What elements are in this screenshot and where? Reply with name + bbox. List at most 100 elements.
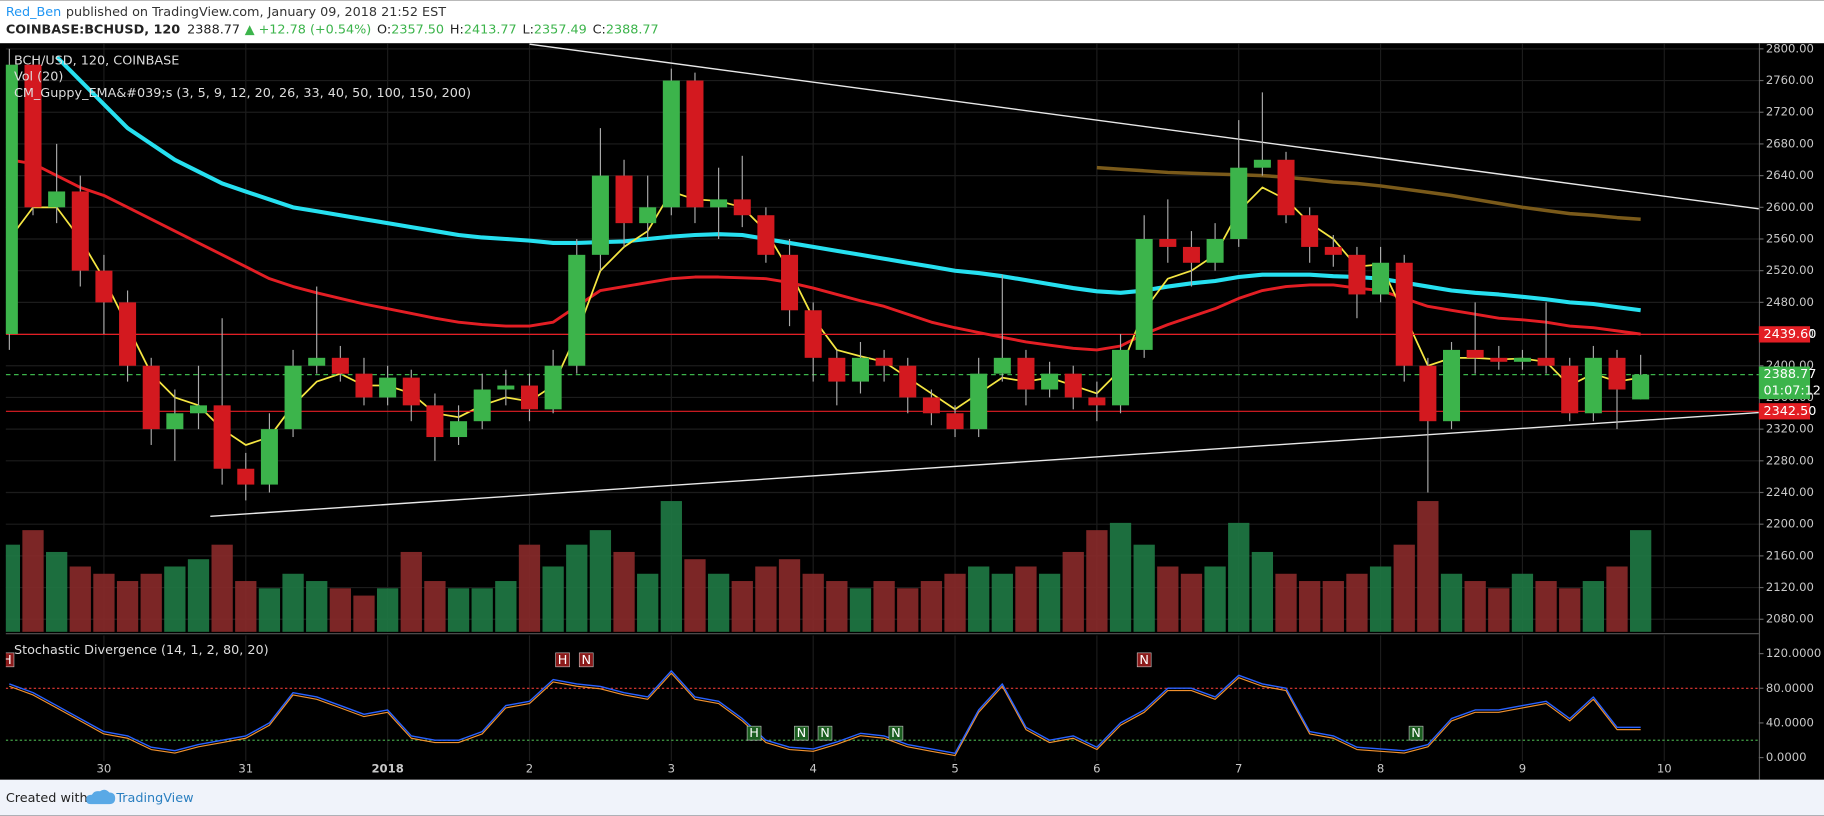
ema-line: [9, 158, 1641, 352]
divergence-marker: [555, 652, 570, 668]
y-tick-label: 40.0000: [1766, 715, 1814, 729]
divergence-marker-label: N: [1139, 653, 1149, 668]
candle-body: [757, 215, 775, 255]
divergence-marker: [794, 725, 809, 741]
divergence-marker: [578, 652, 594, 668]
candle-body: [426, 405, 444, 438]
y-tick-label: 2120.00: [1766, 580, 1814, 594]
volume-bar: [1157, 566, 1179, 632]
volume-bar: [116, 581, 139, 632]
divergence-marker: [817, 725, 833, 741]
candle-body: [639, 207, 657, 224]
x-tick-label: 5: [951, 762, 958, 776]
candle-body: [875, 357, 893, 366]
ohlc-value: 2413.77: [464, 22, 517, 37]
y-tick-label: 2800.00: [1766, 41, 1814, 55]
trendline: [210, 411, 1759, 517]
indicator-label: CM_Guppy_EMA&#039;s (3, 5, 9, 12, 20, 26…: [14, 86, 471, 101]
candle-body: [781, 254, 799, 311]
candle-body: [1608, 357, 1626, 390]
y-tick-label: 2200.00: [1766, 517, 1814, 531]
volume-bar: [637, 573, 659, 632]
volume-bar: [5, 544, 21, 632]
ema-line: [1096, 165, 1641, 221]
volume-bar: [400, 551, 422, 632]
y-tick-label: 120.0000: [1766, 646, 1821, 660]
volume-bar: [1559, 588, 1581, 632]
volume-bar: [897, 588, 919, 632]
candle-body: [1277, 159, 1295, 216]
volume-bar: [849, 588, 872, 632]
candle-body: [1513, 357, 1531, 362]
price-badge: [1758, 403, 1811, 420]
footer-bg: [0, 779, 1824, 816]
candle-body: [946, 413, 964, 430]
candle-body: [1159, 238, 1177, 247]
candle-body: [166, 413, 184, 430]
volume-bar: [1582, 581, 1605, 632]
candle-body: [520, 385, 538, 410]
candle-body: [237, 468, 255, 485]
footer-brand[interactable]: TradingView: [115, 791, 193, 806]
volume-bar: [1511, 573, 1534, 632]
candle-body: [260, 429, 278, 485]
candle-body: [1324, 246, 1342, 255]
author[interactable]: Red_Ben: [6, 4, 61, 19]
candle-body: [591, 175, 609, 255]
divergence-marker-label: H: [2, 653, 12, 668]
candle-body: [922, 397, 940, 414]
candle-body: [568, 254, 586, 366]
candle-body: [5, 64, 18, 335]
candle-body: [828, 357, 846, 382]
volume-bar: [495, 581, 517, 632]
candle-body: [1632, 374, 1650, 400]
candle-body: [1372, 262, 1390, 295]
x-tick-label: 9: [1519, 762, 1526, 776]
change: ▲ +12.78 (+0.54%): [245, 22, 372, 37]
volume-bar: [1393, 544, 1415, 632]
candle-body: [1041, 373, 1059, 390]
volume-bar: [1251, 551, 1274, 632]
candle-body: [851, 357, 869, 382]
volume-bar: [1299, 581, 1321, 632]
volume-bar: [164, 566, 186, 632]
candle-body: [1301, 215, 1319, 247]
volume-bar: [684, 559, 706, 632]
candle-body: [379, 377, 397, 398]
divergence-marker-label: N: [891, 726, 901, 741]
divergence-marker-label: N: [581, 653, 591, 668]
volume-bar: [329, 588, 351, 632]
ohlc-label: O:: [377, 22, 391, 37]
y-tick-label: 2280.00: [1766, 453, 1814, 467]
volume-bar: [542, 566, 564, 632]
volume-bar: [1038, 573, 1061, 632]
x-tick-label: 10: [1657, 762, 1672, 776]
volume-bar: [518, 544, 541, 632]
stoch-d-line: [9, 672, 1641, 757]
candle-body: [450, 421, 468, 438]
candle-body: [95, 270, 113, 303]
price-badge-label: 2439.60: [1764, 327, 1817, 342]
volume-bar: [447, 588, 470, 632]
symbol: COINBASE:BCHUSD, 120: [6, 22, 180, 37]
y-tick-label: 0.0000: [1766, 750, 1807, 764]
divergence-marker-label: H: [749, 726, 759, 741]
volume-bar: [211, 544, 233, 632]
ohlc-value: 2357.49: [534, 22, 587, 37]
divergence-marker-label: N: [797, 726, 807, 741]
candle-body: [1537, 357, 1555, 366]
header-line: Red_Ben published on TradingView.com, Jan…: [6, 4, 446, 19]
divergence-marker-label: H: [558, 653, 568, 668]
volume-bar: [707, 573, 730, 632]
candle-body: [284, 365, 302, 430]
price-badge-label: 2342.50: [1764, 404, 1817, 419]
candle-body: [71, 191, 89, 271]
footer-text: Created with: [6, 791, 88, 806]
y-tick-label: 2080.00: [1766, 612, 1814, 626]
volume-bar: [258, 588, 281, 632]
divergence-marker: [888, 725, 904, 741]
divergence-marker: [1136, 652, 1152, 668]
candle-body: [710, 199, 728, 208]
tradingview-logo[interactable]: [86, 789, 116, 805]
volume-bar: [282, 573, 304, 632]
